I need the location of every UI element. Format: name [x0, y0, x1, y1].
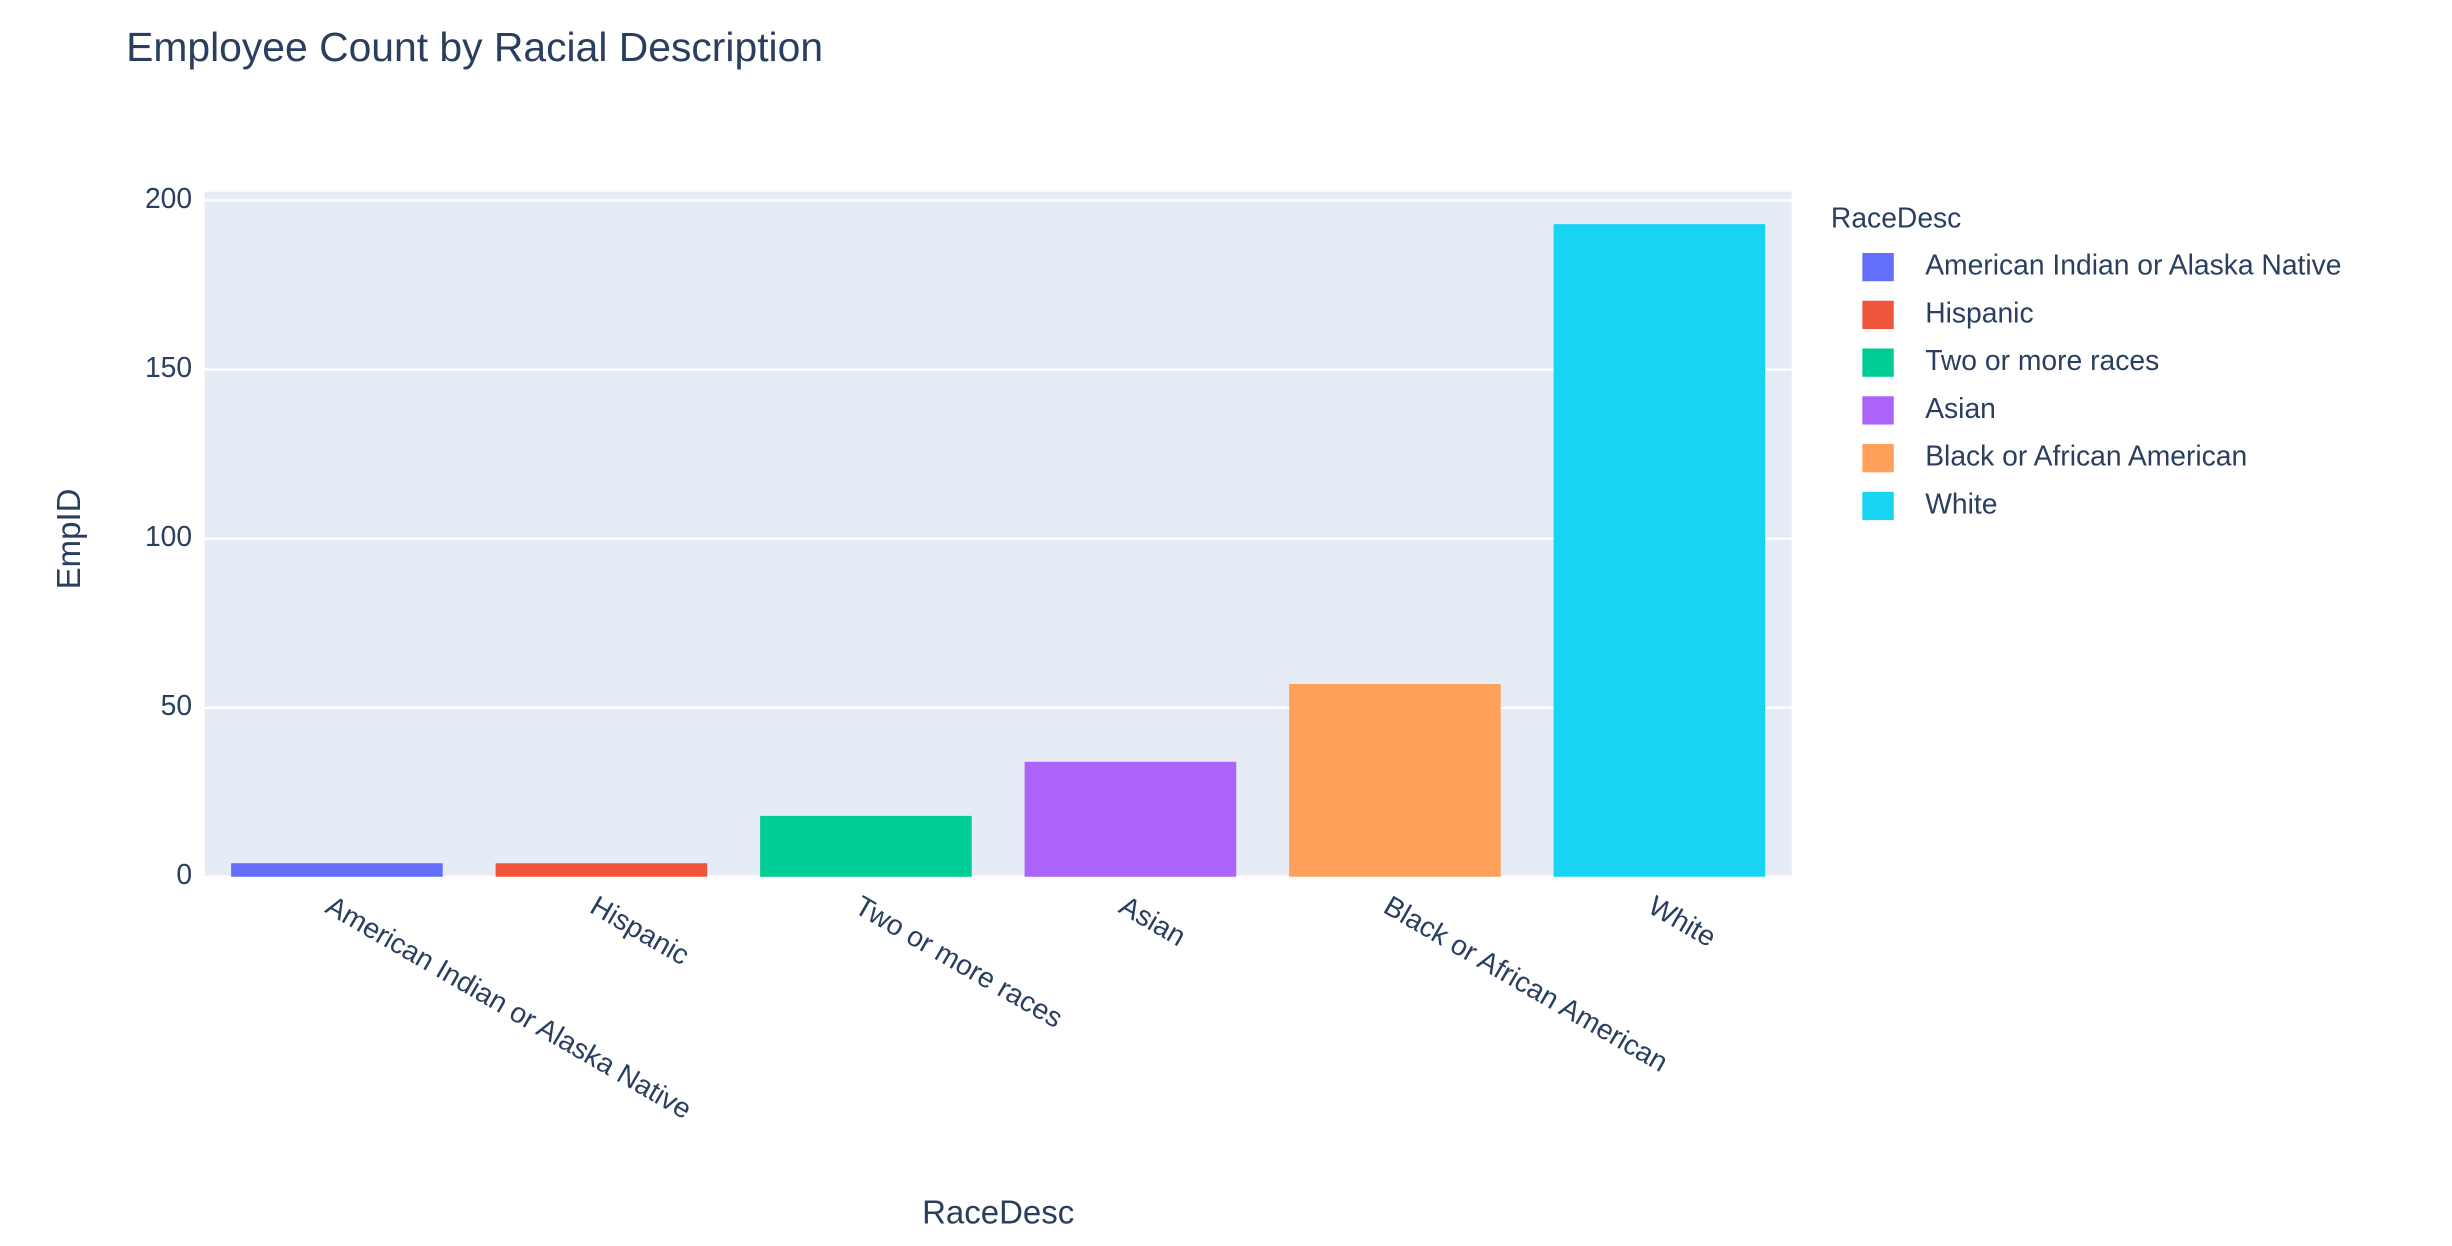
- legend-swatch[interactable]: [1862, 300, 1894, 330]
- legend-label[interactable]: Black or African American: [1925, 440, 2247, 472]
- x-tick-label: Black or African American: [1379, 889, 1674, 1078]
- legend-swatch[interactable]: [1862, 396, 1894, 425]
- legend-swatch[interactable]: [1862, 444, 1894, 473]
- legend-swatch[interactable]: [1862, 491, 1894, 521]
- x-axis-label: RaceDesc: [922, 1193, 1074, 1230]
- bar: [1553, 224, 1766, 877]
- bar: [231, 863, 443, 877]
- bar: [760, 815, 972, 877]
- legend-label[interactable]: Hispanic: [1925, 296, 2033, 328]
- legend-title: RaceDesc: [1831, 201, 1961, 233]
- x-tick-label: Asian: [1114, 889, 1191, 952]
- legend-label[interactable]: Two or more races: [1925, 344, 2159, 376]
- y-tick-label: 200: [145, 182, 192, 214]
- x-tick-label: White: [1643, 889, 1722, 953]
- chart-title: Employee Count by Racial Description: [126, 24, 823, 70]
- legend-label[interactable]: White: [1925, 487, 1997, 519]
- bar: [1289, 684, 1501, 877]
- y-axis-label: EmpID: [50, 489, 87, 590]
- y-tick-label: 150: [145, 351, 192, 383]
- bar: [495, 863, 708, 877]
- x-tick-label: Two or more races: [850, 889, 1069, 1034]
- plot-area: [204, 191, 1792, 877]
- y-tick-label: 0: [176, 858, 192, 890]
- y-tick-label: 100: [145, 520, 192, 552]
- legend-swatch[interactable]: [1862, 252, 1894, 282]
- bar: [1024, 761, 1237, 877]
- legend-label[interactable]: Asian: [1925, 392, 1996, 424]
- x-tick-label: Hispanic: [585, 889, 695, 971]
- y-tick-label: 50: [161, 689, 192, 721]
- legend-swatch[interactable]: [1862, 348, 1894, 377]
- legend-label[interactable]: American Indian or Alaska Native: [1925, 249, 2341, 281]
